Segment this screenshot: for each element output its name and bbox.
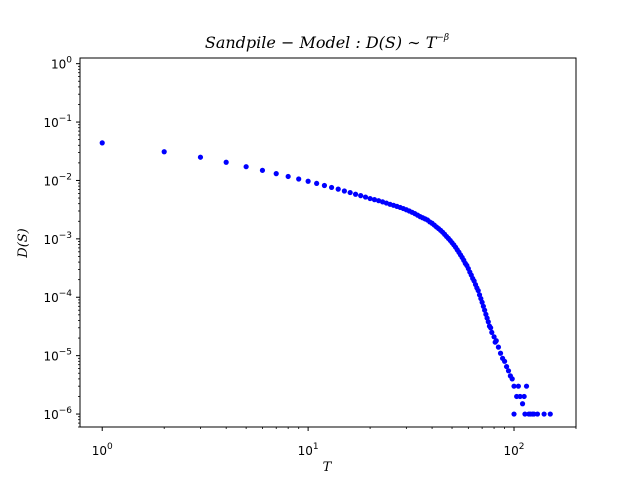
y-tick-exponent: −3 — [59, 231, 72, 241]
data-point — [362, 194, 369, 200]
data-point — [522, 411, 528, 417]
y-tick-base: 10 — [43, 116, 58, 130]
data-point — [493, 338, 499, 344]
data-point — [482, 307, 488, 313]
data-point — [367, 195, 373, 202]
data-point — [347, 189, 353, 196]
y-tick-base: 10 — [51, 58, 66, 72]
data-point — [161, 149, 167, 155]
data-point — [517, 393, 523, 400]
data-point — [503, 363, 510, 370]
x-axis-ticks: 100 101 102 — [92, 427, 577, 458]
y-tick-label: 10−2 — [43, 172, 72, 188]
data-point — [479, 299, 485, 305]
y-tick-label: 10−1 — [43, 114, 72, 130]
data-point — [223, 159, 229, 165]
data-point — [495, 344, 502, 350]
x-tick-exponent: 1 — [313, 442, 319, 452]
data-point — [352, 191, 359, 197]
data-point — [328, 184, 335, 191]
data-point — [335, 186, 341, 192]
data-point — [534, 411, 541, 417]
x-tick-exponent: 2 — [519, 442, 525, 452]
chart-title-main: Sandpile − Model : D(S) ∼ T — [205, 33, 438, 52]
data-point — [541, 411, 547, 417]
data-point — [519, 401, 526, 407]
x-tick-base: 10 — [504, 444, 519, 458]
x-tick-label: 102 — [504, 442, 525, 458]
data-point — [489, 329, 495, 336]
data-point — [99, 140, 105, 146]
data-point — [273, 171, 279, 177]
y-tick-exponent: −2 — [59, 172, 72, 182]
data-point — [521, 393, 527, 400]
y-tick-base: 10 — [43, 174, 58, 188]
data-point — [547, 411, 553, 417]
y-tick-base: 10 — [43, 291, 58, 305]
y-tick-base: 10 — [43, 350, 58, 364]
data-point — [488, 325, 494, 331]
y-tick-exponent: 0 — [66, 56, 72, 66]
data-point — [509, 376, 515, 382]
data-point — [497, 350, 504, 356]
data-point — [491, 334, 497, 340]
data-point — [305, 178, 311, 184]
y-tick-exponent: −6 — [59, 406, 73, 416]
data-points — [99, 140, 553, 417]
y-tick-exponent: −4 — [59, 289, 73, 299]
x-tick-base: 10 — [92, 444, 107, 458]
chart-title-exponent: −β — [436, 33, 449, 43]
data-point — [515, 383, 521, 389]
data-point — [197, 154, 204, 160]
data-point — [523, 383, 530, 389]
data-point — [376, 198, 382, 204]
y-tick-base: 10 — [43, 408, 58, 422]
chart-title: Sandpile − Model : D(S) ∼ T−β — [205, 33, 449, 52]
y-tick-label: 10−6 — [43, 406, 72, 422]
data-point — [358, 193, 364, 199]
data-point — [371, 197, 378, 203]
data-point — [480, 303, 486, 309]
y-tick-exponent: −1 — [59, 114, 72, 124]
data-point — [259, 167, 266, 173]
data-point — [501, 358, 508, 364]
data-point — [243, 164, 249, 170]
data-point — [511, 411, 517, 417]
data-point — [314, 180, 320, 187]
x-tick-exponent: 0 — [107, 442, 113, 452]
x-tick-base: 10 — [298, 444, 313, 458]
data-point — [285, 173, 291, 180]
data-point — [321, 182, 328, 189]
y-tick-label: 10−3 — [43, 231, 72, 247]
y-tick-exponent: −5 — [59, 348, 72, 358]
y-tick-label: 100 — [51, 56, 72, 72]
data-point — [505, 368, 512, 374]
x-tick-label: 101 — [298, 442, 319, 458]
data-point — [296, 176, 302, 182]
data-point — [341, 188, 347, 194]
data-point — [511, 383, 517, 389]
y-tick-label: 10−5 — [43, 348, 72, 364]
x-tick-label: 100 — [92, 442, 113, 458]
y-axis-label: D(S) — [16, 228, 31, 258]
y-tick-base: 10 — [43, 233, 58, 247]
data-point — [485, 319, 491, 325]
data-point — [475, 287, 481, 294]
plot-frame — [79, 57, 577, 428]
x-axis-label: T — [323, 460, 333, 475]
y-tick-label: 10−4 — [43, 289, 72, 305]
